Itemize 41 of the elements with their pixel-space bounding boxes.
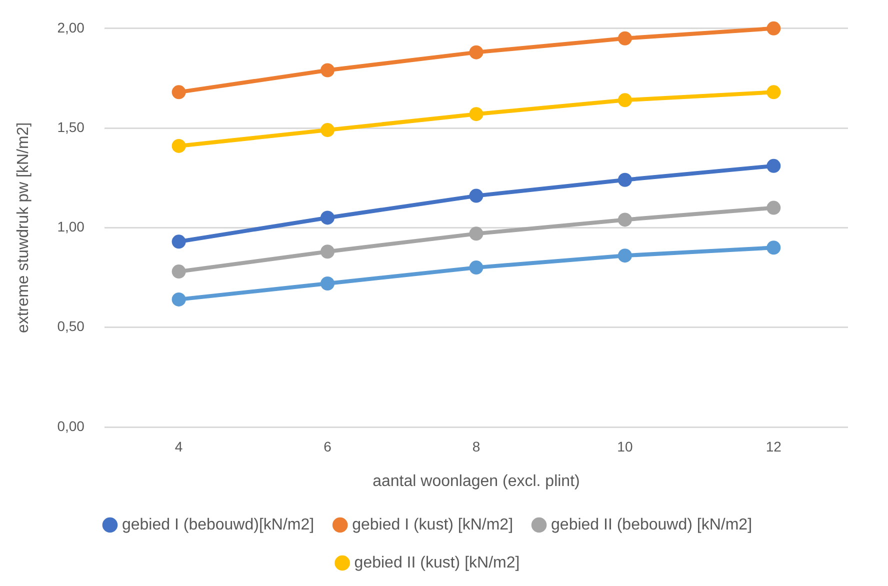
point: [766, 240, 781, 255]
y-tick-label: 1,50: [57, 118, 85, 135]
point: [320, 123, 335, 138]
point: [172, 85, 186, 100]
point: [320, 210, 335, 225]
point: [618, 248, 632, 263]
x-axis-title: aantal woonlagen (excl. plint): [372, 472, 580, 490]
legend-label: gebied II (bebouwd) [kN/m2]: [551, 516, 752, 534]
x-tick-label: 8: [472, 438, 480, 454]
point: [469, 260, 484, 275]
point: [766, 21, 781, 36]
point: [172, 264, 186, 279]
y-tick-label: 0,00: [57, 418, 85, 434]
point: [766, 85, 781, 100]
legend-label: gebied II (kust) [kN/m2]: [354, 554, 520, 572]
point: [618, 93, 632, 108]
x-tick-label: 12: [766, 438, 782, 454]
legend-label: gebied I (bebouwd)[kN/m2]: [122, 516, 314, 534]
point: [469, 107, 484, 122]
y-tick-label: 2,00: [57, 19, 85, 36]
point: [469, 226, 484, 241]
y-axis-title: extreme stuwdruk pw [kN/m2]: [15, 122, 32, 334]
point: [469, 45, 484, 60]
point: [766, 158, 781, 173]
point: [618, 31, 632, 46]
point: [469, 188, 484, 203]
x-tick-label: 4: [174, 438, 183, 454]
point: [172, 138, 186, 153]
point: [172, 234, 186, 249]
point: [320, 63, 335, 78]
point: [320, 244, 335, 259]
legend-label: gebied I (kust) [kN/m2]: [352, 516, 514, 534]
point: [172, 292, 186, 306]
y-tick-label: 1,00: [57, 218, 85, 235]
x-tick-label: 6: [324, 438, 332, 454]
point: [766, 200, 781, 215]
point: [618, 212, 632, 227]
x-tick-label: 10: [617, 438, 633, 454]
point: [320, 276, 335, 291]
y-tick-label: 0,50: [57, 318, 85, 334]
point: [618, 172, 632, 187]
